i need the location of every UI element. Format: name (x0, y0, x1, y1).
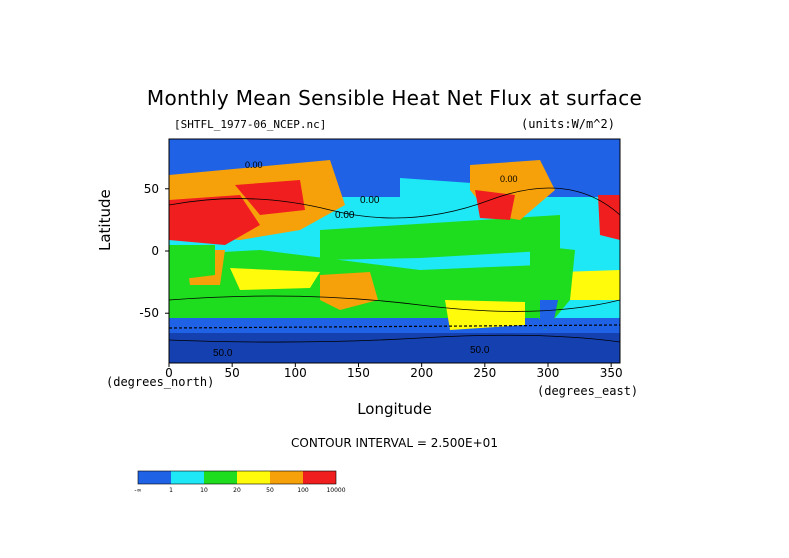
x-tick-label: 250 (473, 366, 497, 380)
x-tick-marks (168, 363, 612, 367)
y-tick-label: -50 (139, 306, 159, 321)
x-tick-label: 150 (347, 366, 370, 380)
contour-label: 0.00 (360, 195, 380, 206)
field-pacific-band (320, 215, 560, 260)
colorbar-tick-label: 10000 (326, 487, 346, 494)
contour-label: 0.00 (500, 174, 518, 184)
colorbar-segment (303, 471, 336, 484)
colorbar-tick-label: 50 (266, 487, 274, 494)
y-axis-label: Latitude (96, 189, 114, 251)
field-indian-ocean (230, 268, 320, 290)
contour-line (169, 324, 620, 329)
x-tick-label: 100 (283, 366, 307, 380)
units-label: (units:W/m^2) (521, 117, 615, 131)
field-sahara (169, 195, 260, 245)
field-australia (320, 272, 378, 310)
contour-label: 50.0 (470, 345, 490, 356)
contour-label: 0.00 (245, 160, 263, 170)
x-tick-label: 350 (599, 366, 623, 380)
y-tick-label: 50 (143, 181, 159, 196)
field-patagonia (540, 300, 558, 330)
colorbar-tick-label: 20 (233, 487, 241, 494)
colorbar-tick-label: -∞ (134, 487, 142, 494)
field-south-atlantic (560, 270, 620, 300)
field-africa-edge (598, 195, 620, 240)
field-antarctica (169, 333, 620, 363)
x-tick-label: 200 (410, 366, 434, 380)
colorbar-tick-label: 100 (297, 487, 309, 494)
contour-label: 0.00 (335, 210, 355, 221)
x-tick-label: 0 (165, 366, 173, 380)
colorbar-segment (171, 471, 204, 484)
chart-title: Monthly Mean Sensible Heat Net Flux at s… (146, 86, 643, 110)
colorbar-segment (138, 471, 171, 484)
colorbar-tick-label: 1 (169, 487, 173, 494)
colorbar-tick-label: 10 (200, 487, 208, 494)
contour-line (169, 295, 620, 312)
field-south-pacific (445, 300, 525, 330)
map-field: 0.00 0.00 50.0 50.0 0.00 0.00 (169, 139, 620, 363)
colorbar-frame (137, 470, 337, 485)
dataset-label: [SHTFL_1977-06_NCEP.nc] (174, 118, 327, 131)
contour-interval: CONTOUR INTERVAL = 2.500E+01 (291, 436, 498, 450)
x-unit-east-label: (degrees_east) (537, 384, 639, 398)
field-central-asia (235, 180, 305, 215)
y-tick-marks (165, 188, 169, 314)
colorbar-segment (237, 471, 270, 484)
colorbar (137, 470, 337, 485)
field-central-africa (169, 245, 215, 280)
x-axis-label: Longitude (357, 400, 432, 418)
x-tick-label: 300 (536, 366, 560, 380)
contour-line (169, 187, 620, 219)
colorbar-segment (270, 471, 303, 484)
contour-label: 50.0 (213, 348, 233, 359)
y-tick-label: 0 (151, 244, 159, 258)
field-western-us (475, 190, 515, 220)
x-unit-label: (degrees_north) (106, 375, 215, 389)
colorbar-segment (204, 471, 237, 484)
contour-line (169, 334, 620, 343)
x-tick-label: 50 (224, 366, 240, 380)
